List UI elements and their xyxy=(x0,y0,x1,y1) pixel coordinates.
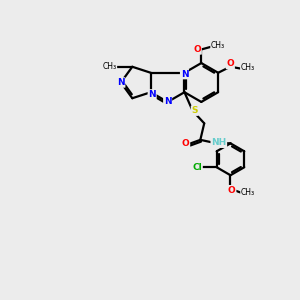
Text: N: N xyxy=(117,78,125,87)
Text: CH₃: CH₃ xyxy=(241,63,255,72)
Text: CH₃: CH₃ xyxy=(211,41,225,50)
Text: N: N xyxy=(148,90,156,99)
Text: O: O xyxy=(194,45,201,54)
Text: N: N xyxy=(164,98,171,106)
Text: NH: NH xyxy=(211,138,226,147)
Text: O: O xyxy=(182,139,190,148)
Text: S: S xyxy=(191,106,198,115)
Text: CH₃: CH₃ xyxy=(241,188,255,197)
Text: N: N xyxy=(181,70,188,79)
Text: O: O xyxy=(226,59,234,68)
Text: O: O xyxy=(228,186,236,195)
Text: CH₃: CH₃ xyxy=(102,62,116,71)
Text: Cl: Cl xyxy=(192,163,202,172)
